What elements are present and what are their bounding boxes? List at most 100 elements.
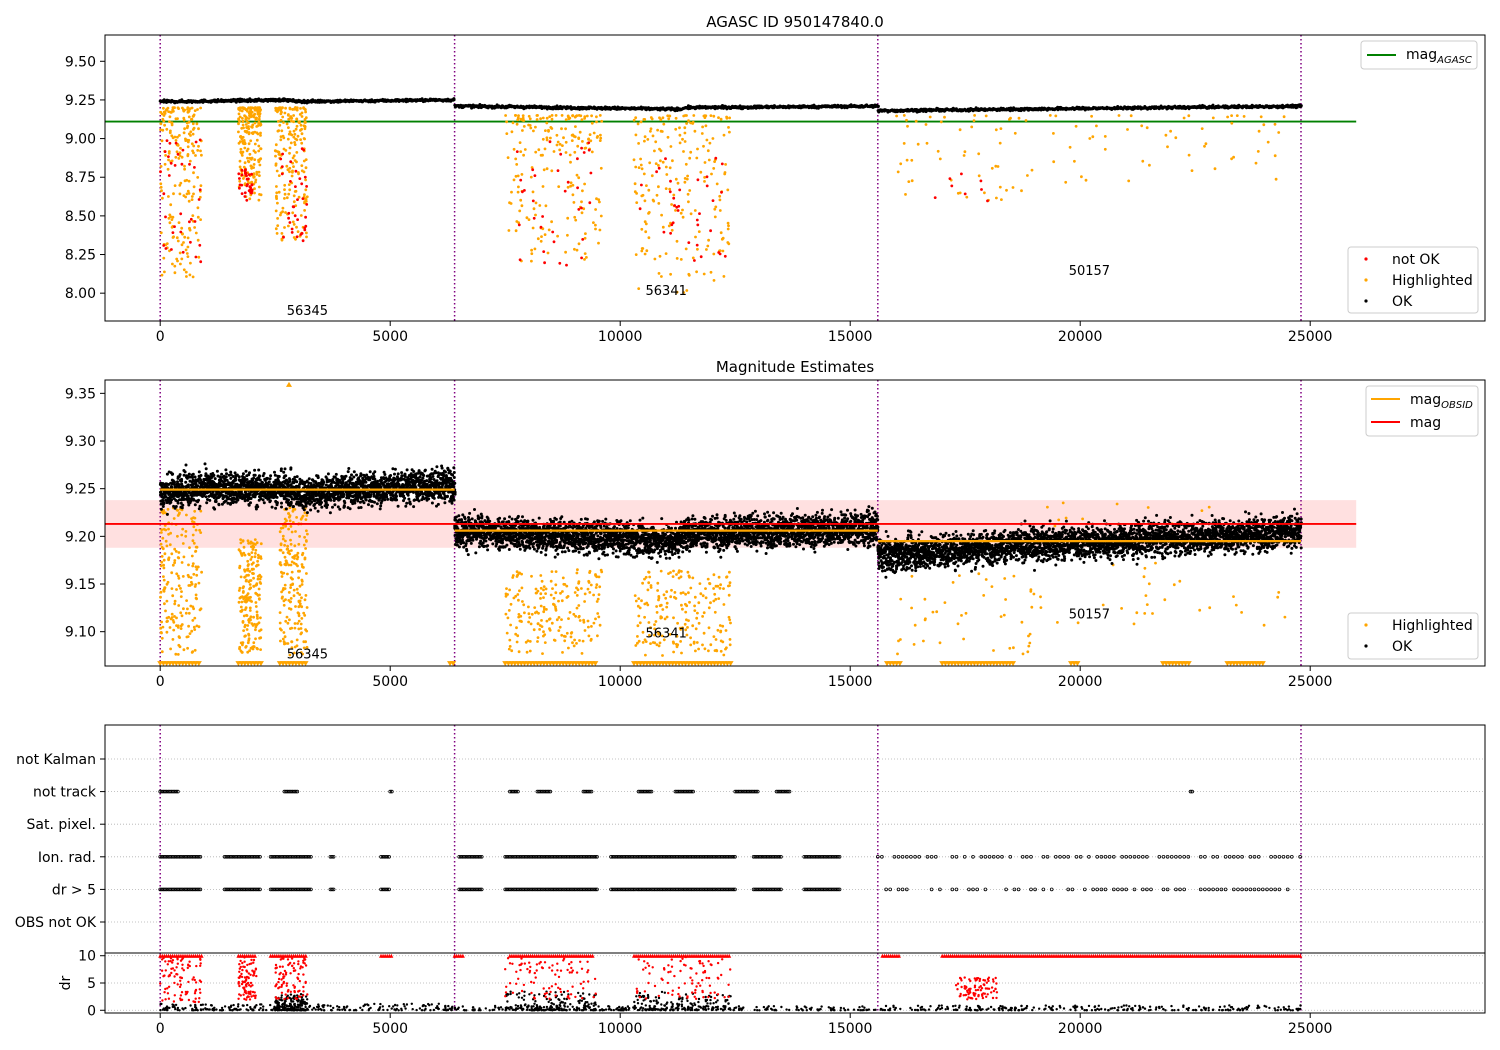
ok-point [181,503,185,507]
highlighted-point [167,110,171,113]
highlighted-point [171,638,175,641]
highlighted-point [541,137,545,141]
highlighted-point [1126,128,1129,131]
highlighted-point [244,645,248,649]
highlighted-point [192,192,195,196]
highlighted-point [304,198,308,201]
highlighted-point [173,559,177,562]
highlighted-point [196,206,200,210]
highlighted-point [643,252,647,256]
highlighted-point [257,149,261,153]
highlighted-point [662,122,666,126]
not-ok-point [238,177,241,180]
not-ok-point [245,174,248,178]
not-ok-point [662,230,666,234]
highlighted-point [1004,598,1007,601]
highlighted-point [728,130,731,134]
highlighted-point [667,117,671,121]
highlighted-point [249,540,253,544]
not-ok-point [198,188,202,192]
highlighted-point [190,195,194,198]
highlighted-point [192,171,195,175]
highlighted-point [659,616,663,620]
highlighted-point [712,167,716,170]
highlighted-point [290,549,293,552]
highlighted-point [286,642,290,645]
highlighted-point [550,169,554,173]
highlighted-point [241,641,245,645]
highlighted-point [686,174,689,178]
highlighted-point [194,231,198,235]
highlighted-point [194,596,198,600]
highlighted-point [545,619,549,623]
highlighted-point [295,587,299,591]
highlighted-point [1032,592,1036,596]
not-ok-point [301,197,305,201]
not-ok-point [193,166,196,169]
highlighted-point [689,636,692,640]
highlighted-point [240,553,244,556]
highlighted-point [638,606,642,610]
highlighted-point [657,202,661,205]
highlighted-point [722,133,726,137]
highlighted-point [999,615,1003,618]
highlighted-point [257,170,261,174]
highlighted-point [159,231,163,235]
highlighted-point [716,584,720,588]
highlighted-point [279,526,283,530]
highlighted-point [598,585,602,589]
highlighted-point [250,600,254,603]
highlighted-point [1095,124,1098,128]
highlighted-point [184,139,188,143]
highlighted-point [705,138,709,142]
highlighted-point [278,530,282,534]
highlighted-point [728,116,731,120]
highlighted-point [721,640,725,644]
highlighted-point [281,537,285,541]
highlighted-point [670,203,673,206]
highlighted-point [174,550,178,553]
highlighted-point [671,159,674,163]
not-ok-point [587,148,591,152]
highlighted-point [675,642,678,646]
highlighted-point [199,607,203,611]
highlighted-point [279,118,283,122]
highlighted-point [728,570,731,574]
not-ok-point [950,184,954,188]
not-ok-point [173,164,177,167]
not-ok-point [986,199,989,203]
highlighted-point [560,114,564,117]
highlighted-point [305,629,309,633]
highlighted-point [279,138,283,142]
highlighted-point [172,235,176,239]
highlighted-point [571,641,574,645]
highlighted-point [182,109,186,113]
highlighted-point [943,601,947,604]
highlighted-point [585,256,588,259]
highlighted-point [542,585,546,588]
highlighted-point [663,617,667,621]
highlighted-point [159,595,162,599]
highlighted-point [515,626,518,630]
highlighted-point [298,593,302,596]
highlighted-point [194,528,198,532]
highlighted-point [697,647,700,651]
highlighted-point [287,192,291,196]
not-ok-point [693,259,696,262]
highlighted-point [914,119,918,123]
highlighted-point [297,195,301,199]
highlighted-point [1026,174,1029,177]
highlighted-point [899,638,902,641]
highlighted-point [199,149,202,153]
highlighted-point [588,571,591,574]
highlighted-point [691,122,695,125]
highlighted-point [1021,652,1025,656]
highlighted-point [254,552,257,555]
highlighted-point [704,587,707,590]
not-ok-point [243,195,247,198]
not-ok-point [188,162,191,166]
highlighted-point [199,106,203,110]
not-ok-point [687,241,691,245]
highlighted-point [286,113,290,117]
highlighted-point [597,198,601,202]
